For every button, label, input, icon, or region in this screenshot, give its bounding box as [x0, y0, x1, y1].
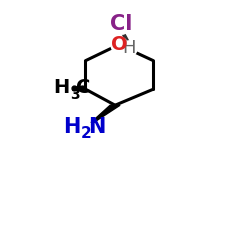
Text: H: H — [53, 78, 70, 98]
Text: N: N — [88, 118, 105, 138]
Text: O: O — [110, 35, 127, 54]
Text: 3: 3 — [70, 88, 80, 102]
Text: H: H — [63, 118, 80, 138]
Text: Cl: Cl — [110, 14, 132, 34]
Polygon shape — [84, 105, 120, 129]
Text: H: H — [122, 39, 136, 57]
Text: C: C — [76, 78, 90, 98]
Text: 2: 2 — [81, 126, 92, 141]
